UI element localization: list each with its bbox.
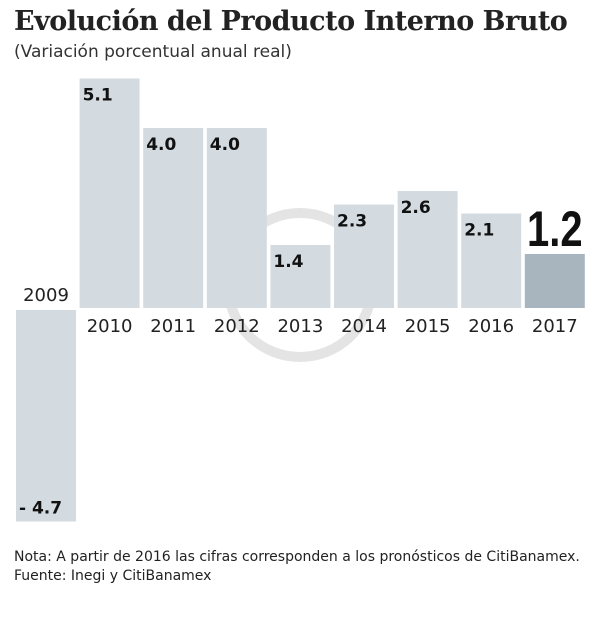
bar-2016	[461, 213, 522, 308]
chart-subtitle: (Variación porcentual anual real)	[14, 42, 292, 62]
value-label-2014: 2.3	[337, 212, 367, 232]
bar-2009	[16, 310, 76, 522]
bar-2014	[334, 204, 394, 308]
bar-2015	[397, 191, 458, 308]
value-label-2013: 1.4	[273, 252, 303, 272]
category-label-2014: 2014	[341, 316, 387, 337]
value-label-2011: 4.0	[146, 135, 176, 155]
category-label-2011: 2011	[150, 316, 196, 337]
value-label-2016: 2.1	[464, 221, 494, 241]
value-label-2009: - 4.7	[19, 499, 62, 519]
bar-2011	[143, 128, 204, 308]
value-label-2012: 4.0	[210, 135, 240, 155]
value-label-2015: 2.6	[401, 198, 431, 218]
category-label-2012: 2012	[214, 316, 260, 337]
category-label-2009: 2009	[23, 285, 69, 306]
bar-2010	[79, 78, 140, 308]
value-label-2010: 5.1	[83, 86, 113, 106]
category-label-2017: 2017	[532, 316, 578, 337]
bar-2017	[524, 254, 585, 308]
category-label-2016: 2016	[468, 316, 514, 337]
bar-chart: - 4.7 2009 5.1 2010 4.0 2011 4.0 2012 1.4 2013 2.3…	[16, 78, 585, 522]
category-label-2015: 2015	[405, 316, 451, 337]
category-label-2010: 2010	[87, 316, 133, 337]
category-label-2013: 2013	[277, 316, 323, 337]
note-text: Nota: A partir de 2016 las cifras corres…	[14, 549, 580, 565]
bar-2012	[206, 128, 267, 308]
source-text: Fuente: Inegi y CitiBanamex	[14, 568, 212, 584]
value-label-2017: 1.2	[527, 201, 583, 257]
chart-title: Evolución del Producto Interno Bruto	[14, 6, 568, 37]
footnotes: Nota: A partir de 2016 las cifras corres…	[14, 548, 594, 586]
bar-2013	[270, 245, 331, 308]
